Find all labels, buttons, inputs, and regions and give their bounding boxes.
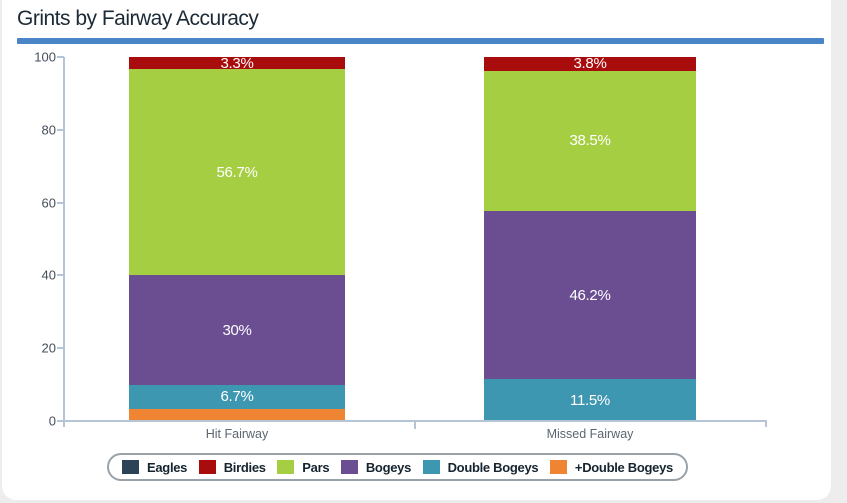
legend-swatch-birdies xyxy=(198,460,216,474)
page-title: Grints by Fairway Accuracy xyxy=(17,7,259,30)
legend-label: Birdies xyxy=(223,459,266,475)
legend-label: Pars xyxy=(302,459,330,475)
legend-label: Double Bogeys xyxy=(447,459,539,475)
bar-hit-fairway: 3.3% 56.7% 30% 6.7% xyxy=(129,54,345,421)
y-axis-line xyxy=(63,57,65,427)
legend-label: +Double Bogeys xyxy=(574,459,673,475)
segment-value-label: 6.7% xyxy=(220,388,254,406)
x-tick-mark xyxy=(765,421,767,427)
stacked-bar-chart: 0 20 40 60 80 100 3.3% 56.7% 30% 6.7% 3.8% 38.5% 46… xyxy=(2,0,833,500)
bar-segment-birdies-hit-fairway[interactable]: 3.3% xyxy=(129,54,345,72)
legend-swatch-double-bogeys xyxy=(549,460,567,474)
y-tick-mark xyxy=(57,347,64,350)
segment-value-label: 3.8% xyxy=(573,55,607,73)
legend-item-bogeys: Bogeys xyxy=(340,459,412,475)
bar-segment-birdies-missed-fairway[interactable]: 3.8% xyxy=(484,55,696,73)
y-tick-mark xyxy=(57,128,64,131)
y-tick-label-0: 0 xyxy=(48,413,56,429)
plot-area: 3.3% 56.7% 30% 6.7% 3.8% 38.5% 46.2% 11.5% xyxy=(64,54,767,421)
bar-segment-double-bogeys-hit-fairway[interactable]: 6.7% xyxy=(129,384,345,409)
bar-segment-pars-hit-fairway[interactable]: 56.7% xyxy=(129,69,345,276)
y-tick-label-40: 40 xyxy=(41,267,56,283)
bar-segment-bogeys-missed-fairway[interactable]: 46.2% xyxy=(484,210,696,380)
y-tick-mark xyxy=(57,201,64,204)
chart-legend: Eagles Birdies Pars Bogeys Double Bogeys +Dou… xyxy=(107,453,688,481)
legend-item-eagles: Eagles xyxy=(122,460,187,474)
segment-value-label: 30% xyxy=(222,321,252,339)
y-tick-label-100: 100 xyxy=(34,49,56,65)
legend-item-pars: Pars xyxy=(277,459,330,475)
x-tick-mark xyxy=(414,421,416,429)
x-axis-category-labels: Hit Fairway Missed Fairway xyxy=(64,427,767,443)
segment-value-label: 46.2% xyxy=(569,286,611,304)
segment-value-label: 38.5% xyxy=(569,132,611,150)
bar-segment-bogeys-hit-fairway[interactable]: 30% xyxy=(129,275,345,385)
segment-value-label: 56.7% xyxy=(216,163,258,181)
bar-segment-double-bogeys-hit-fairway[interactable] xyxy=(129,409,345,421)
y-tick-mark xyxy=(57,56,64,58)
category-label-missed-fairway: Missed Fairway xyxy=(546,427,634,441)
y-tick-mark xyxy=(57,274,64,277)
bar-missed-fairway: 3.8% 38.5% 46.2% 11.5% xyxy=(484,55,696,421)
legend-item-double-bogeys: Double Bogeys xyxy=(422,459,539,475)
category-label-hit-fairway: Hit Fairway xyxy=(205,427,269,441)
legend-item-double-bogeys: +Double Bogeys xyxy=(549,459,673,475)
bar-segment-double-bogeys-missed-fairway[interactable]: 11.5% xyxy=(484,379,696,421)
legend-label: Eagles xyxy=(147,459,188,475)
y-tick-mark xyxy=(57,420,64,422)
legend-swatch-double-bogeys xyxy=(422,460,440,474)
y-axis-ticks xyxy=(57,56,64,422)
legend-item-birdies: Birdies xyxy=(198,459,266,475)
segment-value-label: 11.5% xyxy=(570,391,610,409)
legend-label: Bogeys xyxy=(365,459,412,475)
y-tick-label-60: 60 xyxy=(41,195,56,211)
title-divider xyxy=(17,38,824,44)
content-card: Grints by Fairway Accuracy 0 20 40 60 80 100 … xyxy=(2,0,831,500)
y-tick-label-20: 20 xyxy=(41,340,56,356)
legend-swatch-bogeys xyxy=(340,460,358,474)
segment-value-label: 3.3% xyxy=(220,54,254,72)
y-axis-labels: 0 20 40 60 80 100 xyxy=(12,51,56,428)
legend-swatch-eagles xyxy=(122,460,139,474)
legend-swatch-pars xyxy=(277,460,295,474)
bar-segment-pars-missed-fairway[interactable]: 38.5% xyxy=(484,70,696,211)
x-axis-ticks xyxy=(64,421,767,431)
y-tick-label-80: 80 xyxy=(41,122,56,138)
